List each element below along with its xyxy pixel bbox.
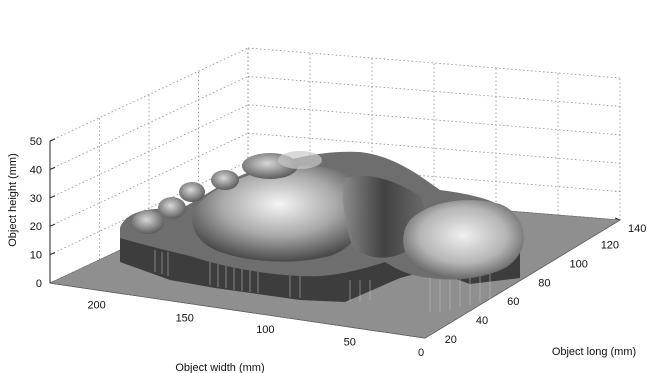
z-tick-mark (49, 166, 56, 170)
toe-small-2 (158, 197, 186, 219)
z-tick-mark (49, 252, 56, 256)
toe-small-3 (179, 182, 205, 202)
grid-line (49, 76, 249, 170)
x-tick-label: 200 (87, 299, 105, 311)
z-tick-label: 0 (36, 278, 42, 290)
y-axis-label: Object long (mm) (552, 346, 636, 358)
y-tick-label: 140 (628, 223, 646, 235)
y-tick-label: 60 (507, 296, 519, 308)
x-tick-label: 100 (256, 324, 274, 336)
z-tick-label: 40 (30, 164, 42, 176)
y-tick-label: 120 (601, 240, 619, 252)
z-tick-mark (49, 195, 56, 199)
z-tick-label: 30 (30, 193, 42, 205)
y-tick-label: 80 (538, 277, 550, 289)
x-tick-label: 50 (344, 337, 356, 349)
toe-small-4 (211, 170, 239, 190)
grid-line (49, 47, 249, 142)
axis-labels: 0 10 20 30 40 50 200 150 100 50 0 20 40 60 80 100 120 1… (7, 136, 646, 373)
z-axis-label: Object height (mm) (7, 153, 19, 247)
foot-surface (120, 151, 524, 312)
z-tick-label: 50 (30, 136, 42, 148)
x-tick-label: 0 (418, 347, 424, 359)
z-tick-mark (49, 223, 56, 227)
y-tick-label: 20 (445, 334, 457, 346)
y-tick-labels: 20 40 60 80 100 120 140 (445, 223, 647, 346)
x-axis-label: Object width (mm) (175, 362, 264, 373)
y-tick-label: 100 (570, 258, 588, 270)
z-tick-label: 20 (30, 221, 42, 233)
x-tick-labels: 200 150 100 50 0 (87, 299, 424, 359)
z-tick-labels: 0 10 20 30 40 50 (30, 136, 42, 290)
grid-line (247, 47, 621, 79)
x-tick-label: 150 (176, 312, 194, 324)
z-tick-mark (49, 138, 56, 142)
z-tick-label: 10 (30, 250, 42, 262)
toe-small-1 (132, 210, 164, 234)
y-tick-label: 40 (476, 315, 488, 327)
